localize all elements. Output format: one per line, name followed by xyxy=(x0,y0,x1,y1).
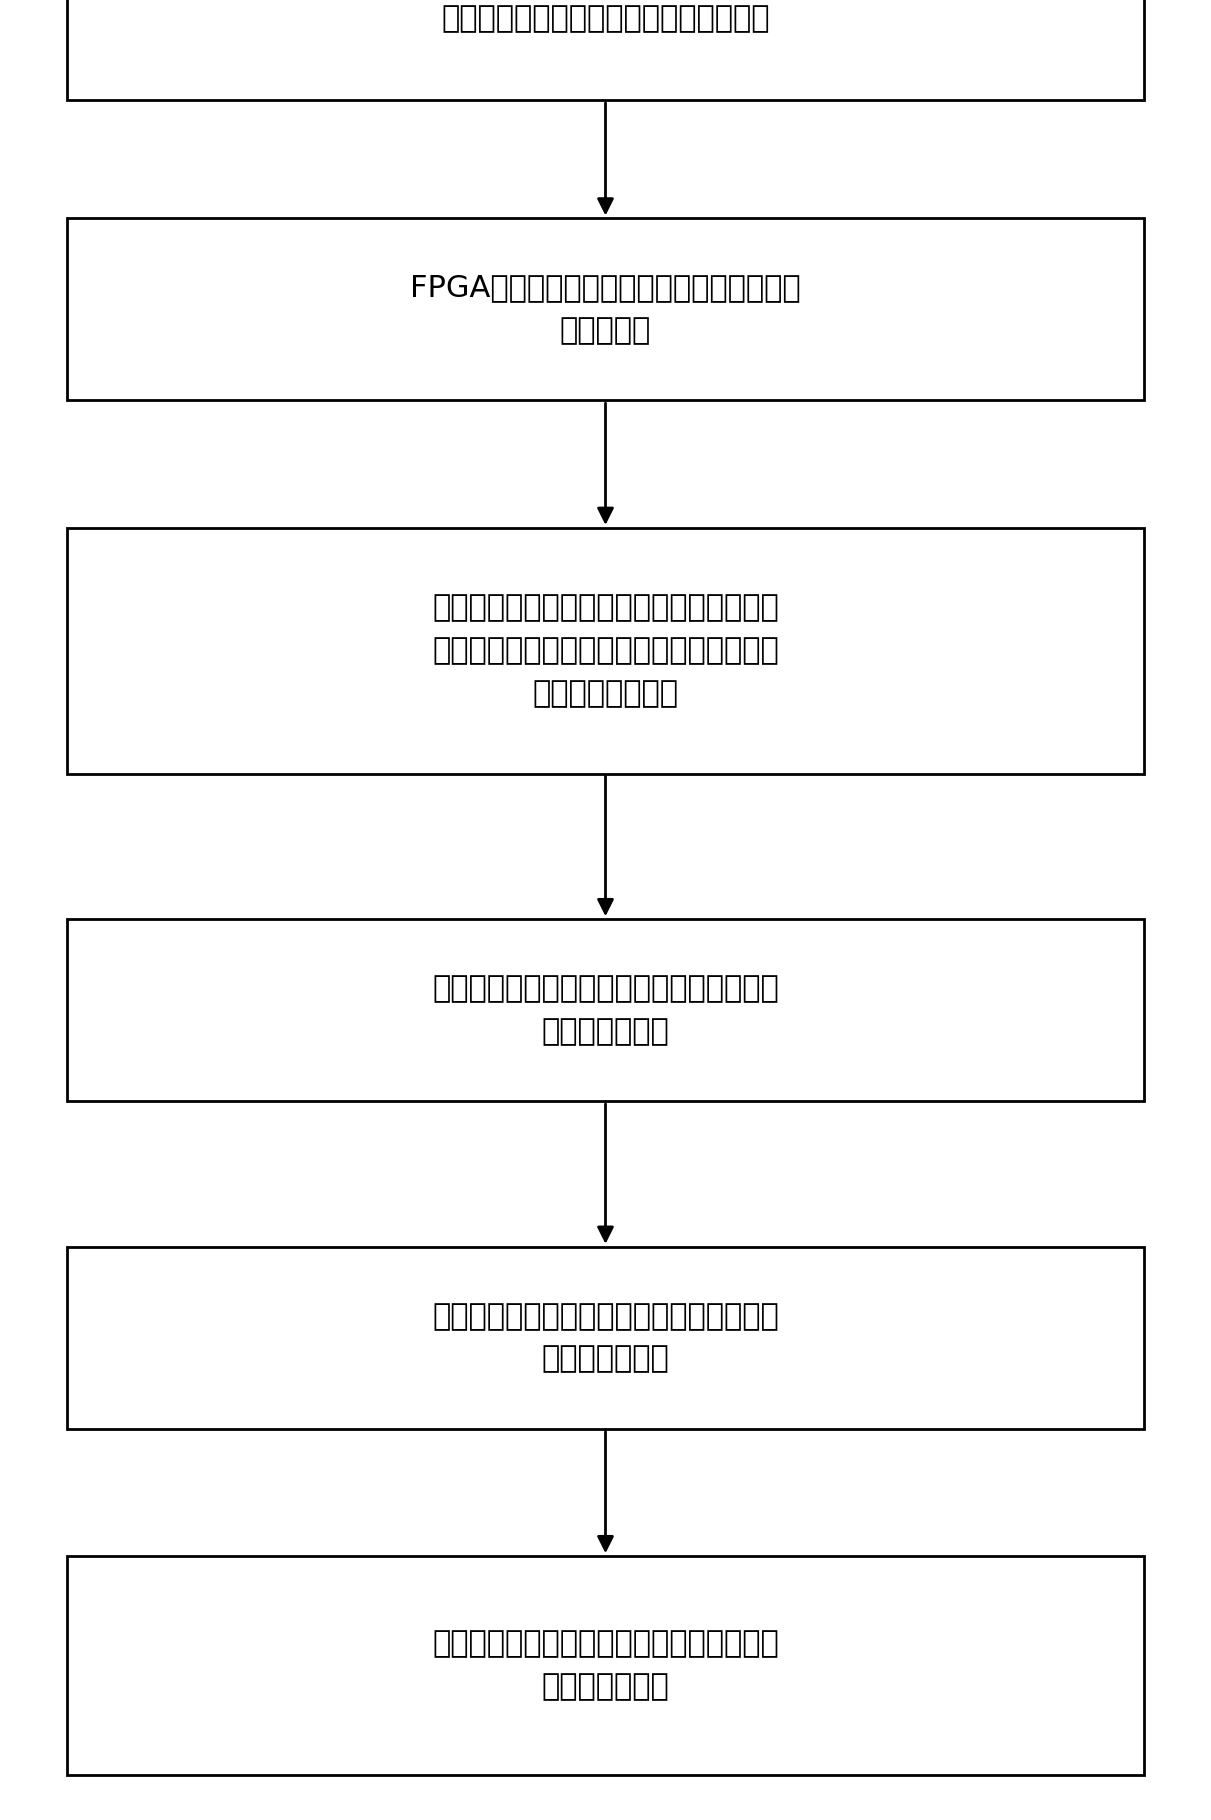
Text: 根据加速度灵敏度矢量与相位噪声的关系建
立相位噪声模型: 根据加速度灵敏度矢量与相位噪声的关系建 立相位噪声模型 xyxy=(432,974,779,1046)
Text: 建立晶振的输出频率和环路带宽的关系表: 建立晶振的输出频率和环路带宽的关系表 xyxy=(441,4,770,33)
Bar xyxy=(67,1247,1144,1429)
Text: 根据相位噪声模型，分别计算晶振和压控振
荡器的补偿电压: 根据相位噪声模型，分别计算晶振和压控振 荡器的补偿电压 xyxy=(432,1301,779,1374)
Bar xyxy=(67,218,1144,400)
Bar xyxy=(67,528,1144,774)
Text: FPGA根据所述关系表修改第一加速度传感器
的响应带宽: FPGA根据所述关系表修改第一加速度传感器 的响应带宽 xyxy=(411,273,800,346)
Bar xyxy=(67,1556,1144,1774)
Text: 根据晶振和压控振荡器的补偿电压，建立电
压补偿等效公式: 根据晶振和压控振荡器的补偿电压，建立电 压补偿等效公式 xyxy=(432,1629,779,1702)
Bar xyxy=(67,919,1144,1101)
Bar xyxy=(67,0,1144,100)
Text: 根据第一加速度传感器和第二加速度传感器
实时采集的加速度，得到加速度灵敏度矢量
与相位噪声的关系: 根据第一加速度传感器和第二加速度传感器 实时采集的加速度，得到加速度灵敏度矢量 … xyxy=(432,593,779,708)
